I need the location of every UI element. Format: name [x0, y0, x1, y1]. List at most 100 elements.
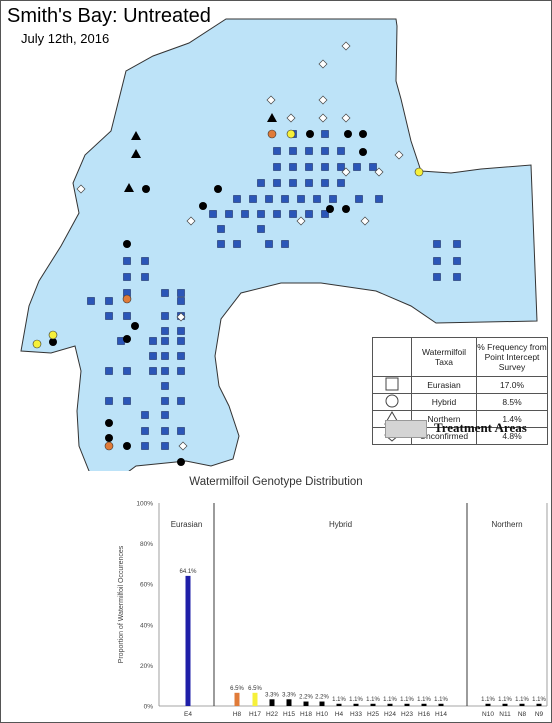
x-tick-label: H23	[401, 711, 413, 718]
hybrid-marker	[342, 205, 350, 213]
eurasian-marker	[257, 210, 265, 218]
hybrid-marker	[306, 130, 314, 138]
unconfirmed-marker	[178, 441, 188, 451]
bar-H16	[421, 703, 427, 706]
data-label: 1.1%	[366, 697, 380, 703]
unconfirmed-marker	[296, 216, 306, 226]
x-tick-label: H10	[316, 711, 328, 718]
bar-N9	[536, 703, 542, 706]
x-tick-label: H18	[300, 711, 312, 718]
bar-H14	[438, 703, 444, 706]
bar-H33	[353, 703, 359, 706]
eurasian-marker	[161, 327, 169, 335]
eurasian-marker	[273, 147, 281, 155]
eurasian-marker	[105, 312, 113, 320]
bar-H17	[252, 692, 258, 706]
hybrid-marker	[414, 167, 424, 177]
y-tick-label: 100%	[136, 501, 153, 508]
eurasian-marker	[161, 289, 169, 297]
x-tick-label: H33	[350, 711, 362, 718]
eurasian-marker	[453, 273, 461, 281]
eurasian-marker	[177, 337, 185, 345]
eurasian-marker	[177, 289, 185, 297]
legend-frequency: 8.5%	[476, 393, 548, 411]
hybrid-marker	[359, 130, 367, 138]
x-tick-label: H25	[367, 711, 379, 718]
unconfirmed-marker	[374, 167, 384, 177]
y-tick-label: 80%	[140, 541, 153, 548]
eurasian-marker	[105, 297, 113, 305]
unconfirmed-marker	[341, 113, 351, 123]
eurasian-marker	[161, 442, 169, 450]
eurasian-marker	[281, 195, 289, 203]
data-label: 6.5%	[248, 686, 262, 692]
x-tick-label: H4	[335, 711, 344, 718]
eurasian-marker	[265, 240, 273, 248]
bar-H18	[303, 701, 309, 706]
hybrid-marker	[123, 442, 131, 450]
data-label: 2.2%	[315, 695, 329, 701]
eurasian-marker	[177, 397, 185, 405]
northern-marker	[124, 183, 134, 192]
y-tick-label: 40%	[140, 622, 153, 629]
eurasian-marker	[233, 195, 241, 203]
data-label: 6.5%	[230, 686, 244, 692]
hybrid-marker	[142, 185, 150, 193]
eurasian-marker	[123, 273, 131, 281]
eurasian-marker	[161, 411, 169, 419]
eurasian-marker	[225, 210, 233, 218]
data-label: 1.1%	[383, 697, 397, 703]
eurasian-marker	[289, 163, 297, 171]
hybrid-marker	[131, 322, 139, 330]
eurasian-marker	[123, 312, 131, 320]
data-label: 1.1%	[532, 697, 546, 703]
hybrid-marker	[105, 419, 113, 427]
eurasian-marker	[265, 195, 273, 203]
legend-table: Watermilfoil Taxa % Frequency from Point…	[372, 337, 548, 445]
eurasian-marker	[321, 163, 329, 171]
unconfirmed-marker	[186, 216, 196, 226]
bar-N10	[485, 703, 491, 706]
y-tick-label: 60%	[140, 582, 153, 589]
eurasian-marker	[149, 352, 157, 360]
y-tick-label: 20%	[140, 663, 153, 670]
bar-E4	[185, 575, 191, 706]
eurasian-marker	[161, 337, 169, 345]
eurasian-marker	[337, 179, 345, 187]
circle-icon	[385, 394, 399, 408]
square-icon	[385, 377, 399, 391]
eurasian-marker	[123, 257, 131, 265]
eurasian-marker	[105, 397, 113, 405]
eurasian-marker	[141, 442, 149, 450]
eurasian-marker	[141, 257, 149, 265]
northern-marker	[267, 113, 277, 122]
x-tick-label: H14	[435, 711, 447, 718]
data-label: 3.3%	[282, 692, 296, 698]
hybrid-marker	[267, 129, 277, 139]
eurasian-marker	[87, 297, 95, 305]
x-tick-label: H8	[233, 711, 242, 718]
x-tick-label: H22	[266, 711, 278, 718]
eurasian-marker	[433, 273, 441, 281]
data-label: 64.1%	[179, 569, 197, 575]
hybrid-marker	[49, 338, 57, 346]
data-label: 1.1%	[400, 697, 414, 703]
eurasian-marker	[177, 297, 185, 305]
hybrid-marker	[122, 294, 132, 304]
eurasian-marker	[305, 147, 313, 155]
unconfirmed-marker	[394, 150, 404, 160]
eurasian-marker	[305, 210, 313, 218]
eurasian-marker	[289, 179, 297, 187]
bar-H23	[404, 703, 410, 706]
eurasian-marker	[273, 163, 281, 171]
eurasian-marker	[453, 240, 461, 248]
eurasian-marker	[105, 367, 113, 375]
eurasian-marker	[217, 240, 225, 248]
x-tick-label: H16	[418, 711, 430, 718]
eurasian-marker	[273, 179, 281, 187]
eurasian-marker	[337, 163, 345, 171]
hybrid-marker	[177, 458, 185, 466]
eurasian-marker	[281, 240, 289, 248]
eurasian-marker	[249, 195, 257, 203]
